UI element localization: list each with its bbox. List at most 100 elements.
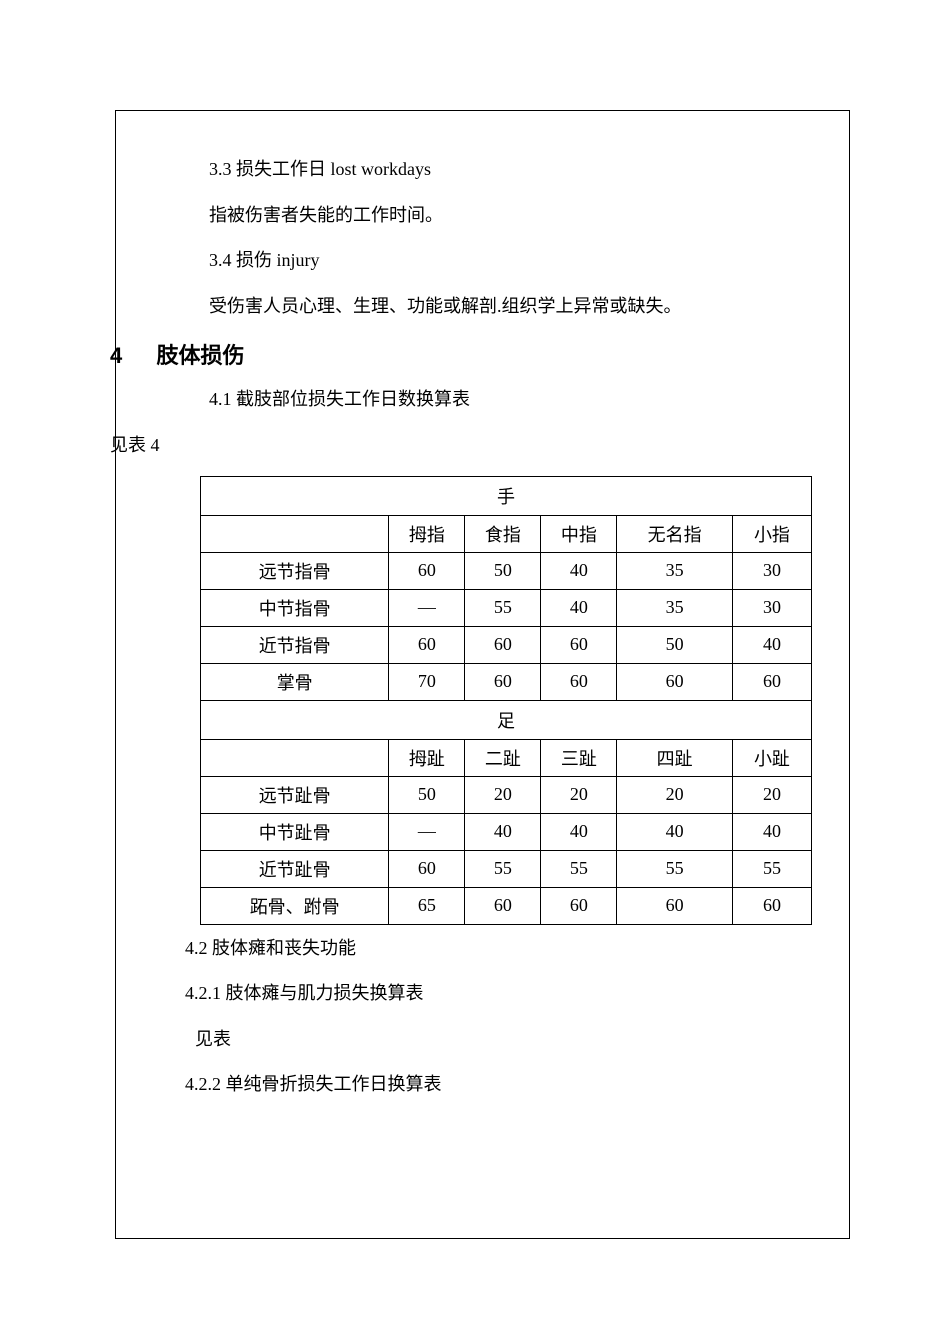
table-cell: — (389, 589, 465, 626)
table-cell: 20 (541, 776, 617, 813)
table-empty-cell (201, 515, 389, 552)
table-col-header: 中指 (541, 515, 617, 552)
section-4-2: 4.2 肢体瘫和丧失功能 (165, 929, 785, 969)
table-cell: 60 (465, 626, 541, 663)
def-number: 3.4 (209, 250, 232, 270)
table-cell: 50 (389, 776, 465, 813)
section-number: 4 (110, 343, 122, 368)
table-cell: 60 (617, 663, 733, 700)
table-col-header: 小指 (732, 515, 811, 552)
subsection-number: 4.2.1 (185, 983, 221, 1003)
section-4-1: 4.1 截肢部位损失工作日数换算表 (165, 380, 785, 420)
definition-3-4-body: 受伤害人员心理、生理、功能或解剖.组织学上异常或缺失。 (165, 287, 785, 327)
table-row-label: 近节指骨 (201, 626, 389, 663)
table-cell: 60 (541, 887, 617, 924)
def-title: 损伤 injury (236, 250, 320, 270)
subsection-number: 4.2 (185, 938, 208, 958)
def-title: 损失工作日 lost workdays (236, 159, 431, 179)
table-row-label: 近节趾骨 (201, 850, 389, 887)
definition-3-3-body: 指被伤害者失能的工作时间。 (165, 196, 785, 236)
see-table-4: 见表 4 (110, 426, 785, 466)
table-row-label: 中节趾骨 (201, 813, 389, 850)
table-row: 近节指骨 60 60 60 50 40 (201, 626, 812, 663)
subsection-title: 单纯骨折损失工作日换算表 (226, 1074, 442, 1094)
table-cell: 55 (465, 589, 541, 626)
table-cell: 60 (389, 552, 465, 589)
table-cell: — (389, 813, 465, 850)
table-col-header: 三趾 (541, 739, 617, 776)
table-cell: 55 (541, 850, 617, 887)
table-cell: 70 (389, 663, 465, 700)
table-row-label: 跖骨、跗骨 (201, 887, 389, 924)
foot-header: 足 (201, 700, 812, 739)
table-col-header: 拇指 (389, 515, 465, 552)
table-empty-cell (201, 739, 389, 776)
table-cell: 35 (617, 552, 733, 589)
table-col-header: 拇趾 (389, 739, 465, 776)
table-row-label: 中节指骨 (201, 589, 389, 626)
table-cell: 55 (617, 850, 733, 887)
table-cell: 20 (732, 776, 811, 813)
table-cell: 50 (617, 626, 733, 663)
document-page: 3.3 损失工作日 lost workdays 指被伤害者失能的工作时间。 3.… (0, 0, 950, 1344)
def-number: 3.3 (209, 159, 232, 179)
table-foot-columns-row: 拇趾 二趾 三趾 四趾 小趾 (201, 739, 812, 776)
table-cell: 40 (732, 626, 811, 663)
table-cell: 60 (732, 663, 811, 700)
table-row: 近节趾骨 60 55 55 55 55 (201, 850, 812, 887)
table-cell: 40 (541, 813, 617, 850)
table-row-label: 远节趾骨 (201, 776, 389, 813)
table-cell: 20 (617, 776, 733, 813)
table-cell: 50 (465, 552, 541, 589)
table-col-header: 食指 (465, 515, 541, 552)
table-foot-header-row: 足 (201, 700, 812, 739)
table-cell: 40 (465, 813, 541, 850)
section-4-2-2: 4.2.2 单纯骨折损失工作日换算表 (165, 1065, 785, 1105)
table-row-label: 掌骨 (201, 663, 389, 700)
table-cell: 60 (732, 887, 811, 924)
table-row-label: 远节指骨 (201, 552, 389, 589)
table-cell: 55 (465, 850, 541, 887)
table-cell: 30 (732, 552, 811, 589)
definition-3-4: 3.4 损伤 injury (165, 241, 785, 281)
subsection-number: 4.1 (209, 389, 232, 409)
table-cell: 60 (617, 887, 733, 924)
section-4-heading: 4 肢体损伤 (110, 338, 785, 370)
table-hand-columns-row: 拇指 食指 中指 无名指 小指 (201, 515, 812, 552)
table-cell: 60 (541, 663, 617, 700)
table-cell: 60 (389, 626, 465, 663)
table-hand-header-row: 手 (201, 476, 812, 515)
table-cell: 60 (465, 663, 541, 700)
table-col-header: 四趾 (617, 739, 733, 776)
table-cell: 35 (617, 589, 733, 626)
subsection-title: 肢体瘫和丧失功能 (212, 938, 356, 958)
table-cell: 30 (732, 589, 811, 626)
table-row: 远节趾骨 50 20 20 20 20 (201, 776, 812, 813)
table-cell: 40 (541, 552, 617, 589)
amputation-workdays-table: 手 拇指 食指 中指 无名指 小指 远节指骨 60 50 40 35 30 中节… (200, 476, 812, 925)
table-row: 中节趾骨 — 40 40 40 40 (201, 813, 812, 850)
table-cell: 40 (617, 813, 733, 850)
table-col-header: 二趾 (465, 739, 541, 776)
section-title: 肢体损伤 (157, 343, 245, 368)
table-row: 远节指骨 60 50 40 35 30 (201, 552, 812, 589)
section-4-2-1: 4.2.1 肢体瘫与肌力损失换算表 (165, 974, 785, 1014)
table-cell: 65 (389, 887, 465, 924)
subsection-number: 4.2.2 (185, 1074, 221, 1094)
see-table: 见表 (165, 1020, 785, 1060)
hand-header: 手 (201, 476, 812, 515)
table-row: 掌骨 70 60 60 60 60 (201, 663, 812, 700)
table-cell: 40 (732, 813, 811, 850)
page-content: 3.3 损失工作日 lost workdays 指被伤害者失能的工作时间。 3.… (110, 95, 840, 1105)
table-cell: 55 (732, 850, 811, 887)
table-cell: 60 (541, 626, 617, 663)
definition-3-3: 3.3 损失工作日 lost workdays (165, 150, 785, 190)
table-row: 跖骨、跗骨 65 60 60 60 60 (201, 887, 812, 924)
subsection-title: 截肢部位损失工作日数换算表 (236, 389, 470, 409)
subsection-title: 肢体瘫与肌力损失换算表 (226, 983, 424, 1003)
table-cell: 40 (541, 589, 617, 626)
table-cell: 60 (465, 887, 541, 924)
table-cell: 20 (465, 776, 541, 813)
table-col-header: 无名指 (617, 515, 733, 552)
table-row: 中节指骨 — 55 40 35 30 (201, 589, 812, 626)
